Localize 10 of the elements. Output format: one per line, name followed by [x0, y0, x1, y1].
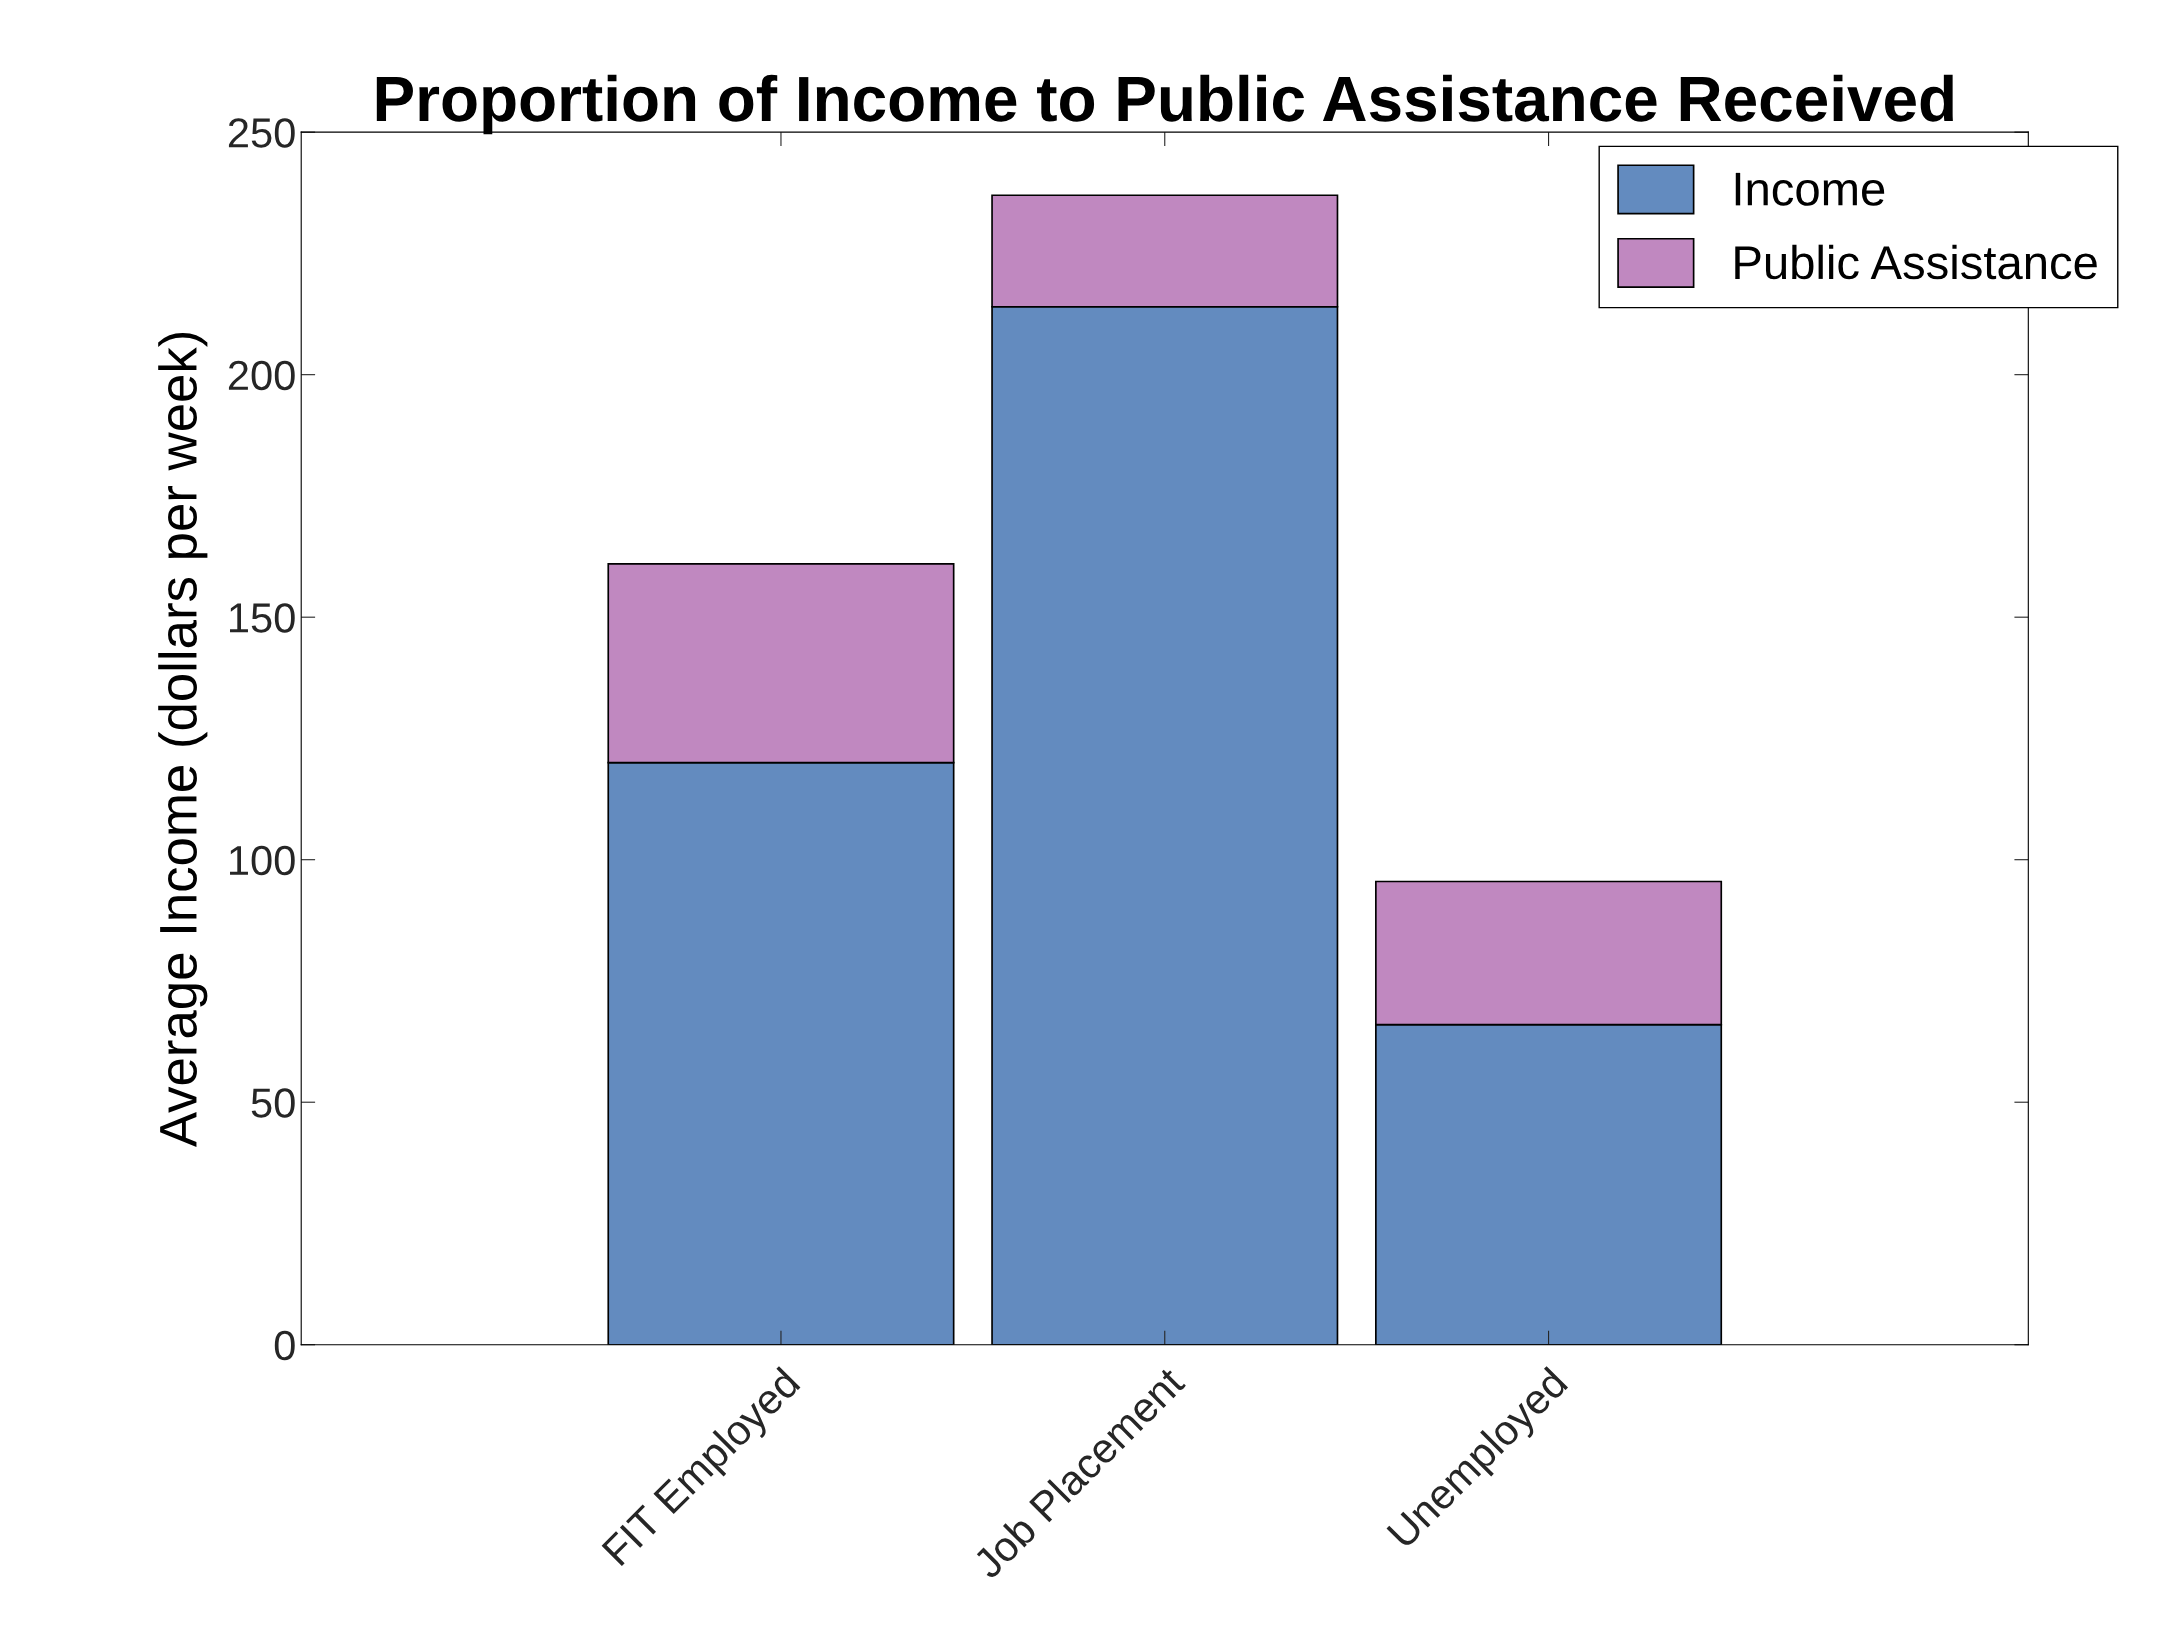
y-tick-label: 250: [228, 118, 295, 148]
chart-title: Proportion of Income to Public Assistance Received: [376, 74, 1953, 135]
y-tick-label: 150: [230, 603, 295, 633]
legend-label: Public Assistance: [1735, 244, 2097, 280]
y-tick-label: 200: [228, 360, 295, 391]
y-tick-label: 100: [230, 845, 295, 876]
y-tick-label: 0: [274, 1330, 295, 1361]
legend-label: Income: [1735, 172, 1885, 206]
y-axis-title: Average Income (dollars per week): [158, 332, 208, 1148]
y-tick-label: 50: [251, 1088, 295, 1118]
